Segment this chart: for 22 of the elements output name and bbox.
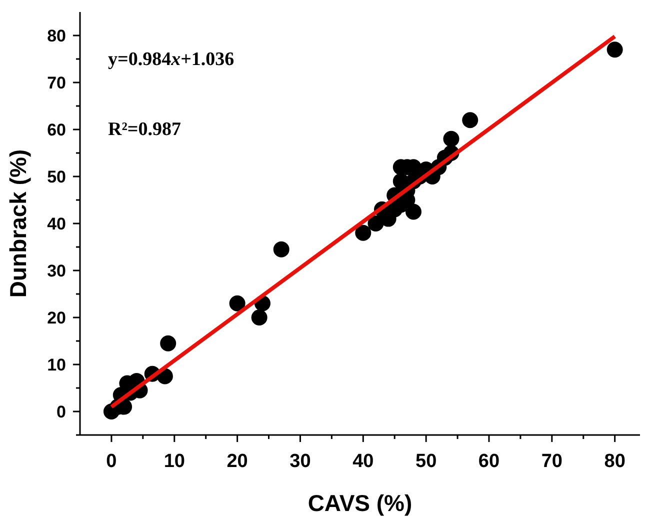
x-axis-title: CAVS (%) [308, 490, 412, 516]
y-tick-label: 20 [47, 308, 66, 328]
y-tick-label: 80 [47, 26, 66, 46]
x-tick-label: 60 [478, 451, 500, 472]
y-tick-label: 40 [47, 214, 66, 234]
x-tick-label: 80 [604, 451, 626, 472]
x-tick-label: 0 [106, 451, 117, 472]
y-tick-label: 0 [56, 402, 66, 422]
x-tick-label: 20 [226, 451, 248, 472]
y-tick-label: 10 [47, 355, 66, 374]
y-tick-label: 30 [47, 261, 66, 280]
y-tick-label: 60 [47, 120, 66, 140]
x-tick-label: 10 [164, 451, 185, 472]
x-tick-label: 50 [415, 451, 437, 472]
y-tick-label: 70 [47, 73, 66, 92]
x-tick-label: 70 [541, 451, 562, 472]
annotation: y=0.984x+1.036 [108, 49, 234, 70]
y-axis-title: Dunbrack (%) [5, 149, 31, 298]
x-tick-label: 30 [290, 451, 311, 472]
x-tick-label: 40 [352, 451, 374, 472]
y-tick-label: 50 [47, 167, 66, 186]
annotation: R²=0.987 [108, 119, 182, 140]
